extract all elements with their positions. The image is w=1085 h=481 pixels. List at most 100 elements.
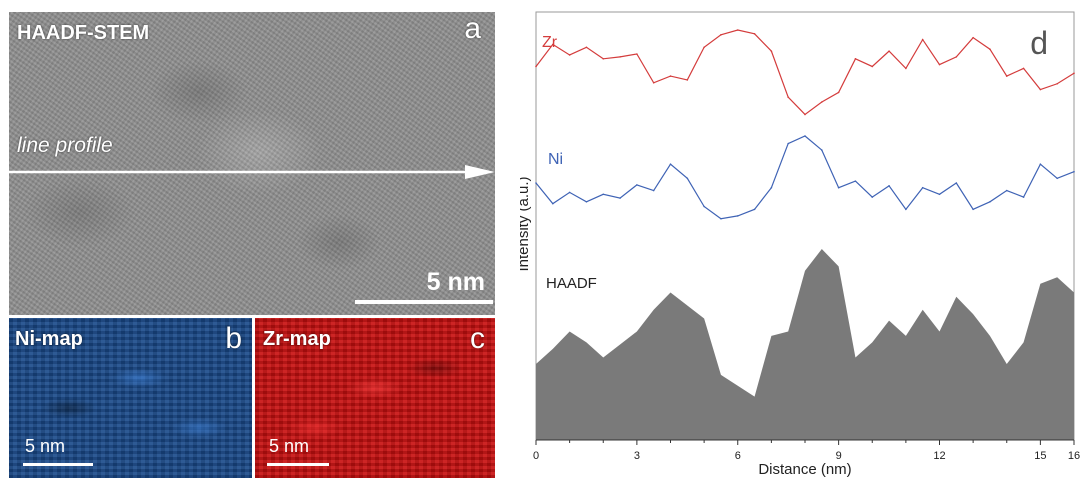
- panel-d-letter: d: [1030, 25, 1048, 61]
- haadf-series-area: [536, 249, 1074, 440]
- panel-b-letter: b: [225, 322, 242, 355]
- zr-point: [837, 91, 840, 94]
- ni-point: [753, 208, 756, 211]
- ni-point: [921, 186, 924, 189]
- series-label-haadf: HAADF: [546, 275, 597, 292]
- panel-a-letter: a: [464, 12, 481, 45]
- x-tick-label: 16: [1068, 450, 1080, 462]
- ni-point: [989, 201, 991, 203]
- zr-point: [568, 54, 571, 56]
- zr-point: [1056, 82, 1058, 85]
- ni-line: [535, 135, 1075, 220]
- panel-b-scale-label: 5 nm: [25, 436, 66, 456]
- ni-point: [568, 191, 571, 194]
- ni-point: [905, 208, 907, 211]
- zr-point: [636, 53, 638, 55]
- x-axis-ticks: 0 3 6 9 12 15 16: [533, 440, 1080, 462]
- panel-c-title: Zr-map: [263, 328, 331, 350]
- ni-point: [1056, 177, 1058, 180]
- zr-point: [720, 34, 722, 36]
- zr-point: [1022, 67, 1025, 70]
- panel-c-scale-bar: 5 nm: [267, 436, 329, 466]
- ni-map-panel: Ni-map b 5 nm: [9, 318, 252, 478]
- series-label-ni: Ni: [548, 151, 563, 168]
- ni-point: [552, 202, 554, 205]
- x-tick-label: 15: [1034, 450, 1046, 462]
- line-profile-chart: d 0 3 6 9 12 15 16 Zr Ni HAADF Distance (nm) I…: [520, 11, 1080, 478]
- y-axis-label: Intensity (a.u.): [520, 176, 532, 271]
- zr-point: [686, 79, 689, 81]
- ni-point: [1005, 189, 1008, 192]
- zr-line: [535, 29, 1075, 116]
- ni-point: [720, 217, 722, 220]
- panel-c-letter: c: [470, 322, 485, 355]
- ni-point: [652, 189, 655, 192]
- ni-point: [821, 149, 823, 151]
- zr-point: [921, 38, 924, 41]
- zr-point: [955, 56, 958, 58]
- zr-point: [552, 43, 554, 46]
- series-label-zr: Zr: [542, 34, 558, 51]
- ni-point: [686, 177, 689, 180]
- ni-point: [888, 185, 890, 187]
- ni-point: [1022, 196, 1025, 198]
- ni-point: [837, 186, 840, 189]
- panel-b-scale-line: [23, 463, 93, 466]
- ni-point: [770, 186, 773, 189]
- panel-b-scale-bar: 5 nm: [23, 436, 93, 466]
- zr-point: [989, 48, 991, 50]
- x-tick-label: 9: [836, 450, 842, 462]
- zr-point: [619, 56, 621, 58]
- zr-point: [1073, 72, 1075, 74]
- zr-point: [1005, 75, 1008, 77]
- zr-map-panel: Zr-map c 5 nm: [255, 318, 495, 478]
- zr-point: [804, 113, 806, 116]
- zr-point: [821, 101, 823, 103]
- zr-point: [854, 58, 857, 60]
- ni-point: [636, 184, 638, 186]
- x-tick-label: 12: [933, 450, 945, 462]
- panel-a-scale-line: [355, 300, 493, 304]
- ni-series-line: [535, 135, 1075, 220]
- panel-c-scale-line: [267, 463, 329, 466]
- ni-point: [619, 197, 621, 199]
- panel-a-scale-bar: 5 nm: [355, 268, 493, 304]
- zr-point: [652, 82, 655, 84]
- zr-point: [736, 29, 739, 31]
- zr-point: [770, 50, 773, 52]
- ni-point: [972, 208, 974, 211]
- ni-point: [938, 193, 941, 196]
- panel-c-scale-label: 5 nm: [269, 436, 310, 456]
- ni-point: [703, 205, 705, 208]
- zr-point: [585, 46, 588, 49]
- line-profile-arrow-icon: [9, 165, 495, 179]
- ni-point: [736, 215, 739, 217]
- zr-point: [787, 96, 789, 98]
- ni-point: [1073, 170, 1075, 173]
- ni-point: [955, 182, 958, 184]
- panel-b-title: Ni-map: [15, 328, 83, 350]
- zr-point: [972, 36, 974, 39]
- ni-point: [804, 135, 806, 137]
- ni-point: [787, 142, 789, 145]
- zr-point: [888, 50, 890, 52]
- line-profile-label: line profile: [17, 134, 113, 157]
- panel-a-title: HAADF-STEM: [17, 22, 150, 44]
- ni-point: [1039, 163, 1042, 165]
- haadf-stem-image-panel: HAADF-STEM a line profile 5 nm: [9, 12, 495, 315]
- zr-point: [905, 67, 907, 70]
- zr-point: [938, 63, 941, 66]
- ni-point: [854, 180, 857, 182]
- ni-point: [669, 163, 672, 165]
- zr-point: [703, 46, 705, 49]
- ni-point: [871, 196, 874, 198]
- x-tick-label: 0: [533, 450, 539, 462]
- haadf-area: [536, 249, 1074, 440]
- zr-series-line: [535, 29, 1075, 116]
- zr-point: [1039, 88, 1042, 91]
- ni-point: [602, 193, 605, 196]
- zr-point: [602, 58, 605, 60]
- zr-point: [753, 33, 756, 35]
- panel-a-scale-label: 5 nm: [426, 268, 485, 296]
- ni-point: [585, 201, 588, 203]
